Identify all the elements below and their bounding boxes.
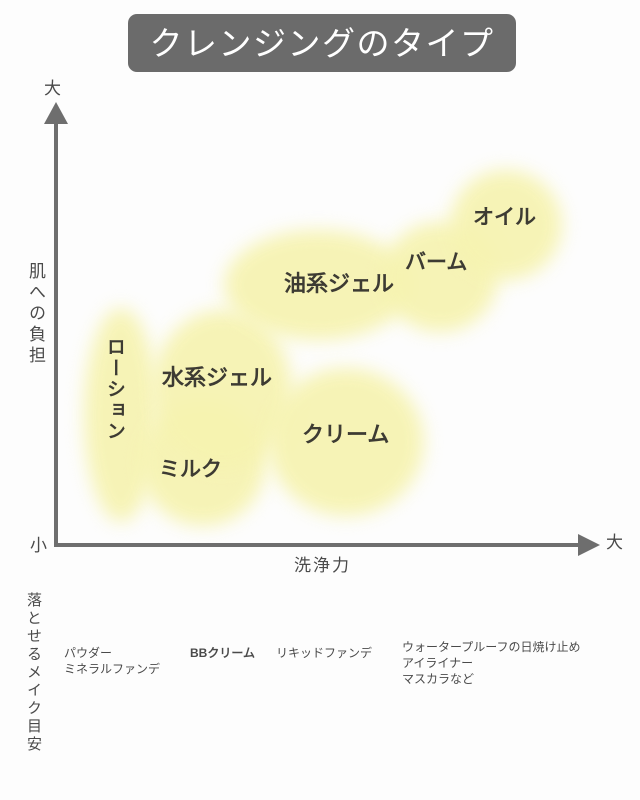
- x-axis-title: 洗浄力: [294, 556, 351, 575]
- bubble-label-3: クリーム: [302, 422, 390, 447]
- x-axis-arrow-icon: [578, 534, 600, 556]
- bubble-label-1: ミルク: [159, 458, 222, 481]
- y-axis-line: [54, 122, 58, 547]
- bubble-6: [450, 170, 562, 280]
- y-axis-title: 肌への負担: [26, 262, 45, 367]
- bubble-label-5: バーム: [405, 251, 468, 274]
- page-title: クレンジングのタイプ: [149, 24, 495, 62]
- makeup-guide-item-1: BBクリーム: [190, 646, 255, 660]
- makeup-guide-item-2: リキッドファンデ: [276, 646, 373, 660]
- x-axis-line: [54, 543, 582, 547]
- bubble-label-2: 水系ジェル: [162, 365, 273, 390]
- bubble-4: [224, 230, 412, 340]
- makeup-guide-item-3: ウォータープルーフの日焼け止め アイライナー マスカラなど: [402, 640, 581, 686]
- bubble-label-6: オイル: [473, 206, 536, 229]
- y-axis-bottom-label: 小: [30, 536, 47, 555]
- bubble-3: [268, 368, 424, 516]
- y-axis-top-label: 大: [44, 79, 61, 98]
- bubble-label-4: 油系ジェル: [284, 271, 395, 296]
- x-axis-end-label: 大: [606, 533, 623, 552]
- y-axis-arrow-icon: [44, 102, 68, 124]
- makeup-guide-axis-title: 落とせるメイク目安: [25, 592, 42, 754]
- bubble-label-0: ローション: [103, 337, 125, 442]
- title-bar: クレンジングのタイプ: [128, 14, 516, 72]
- makeup-guide-item-0: パウダー ミネラルファンデ: [64, 646, 161, 676]
